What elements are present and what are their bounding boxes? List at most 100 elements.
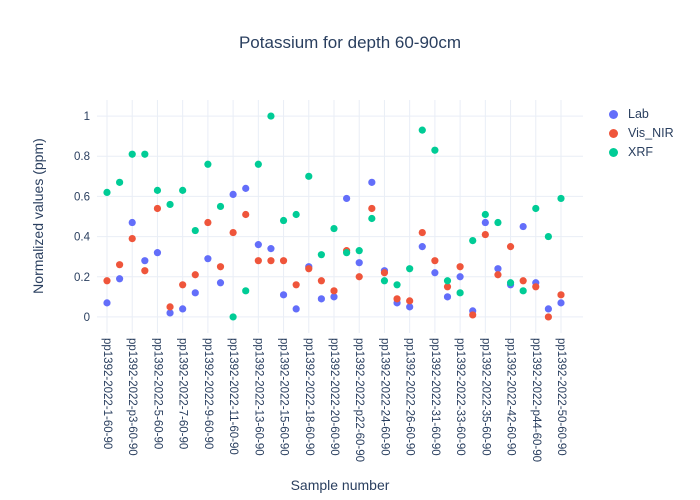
point-Lab-27[interactable]: [431, 269, 439, 277]
point-XRF-2[interactable]: [116, 178, 124, 186]
point-Lab-6[interactable]: [166, 309, 174, 317]
point-XRF-32[interactable]: [494, 218, 502, 227]
legend-item-lab[interactable]: Lab: [609, 105, 674, 124]
point-Lab-9[interactable]: [204, 255, 212, 263]
point-XRF-6[interactable]: [166, 200, 174, 209]
point-XRF-25[interactable]: [406, 265, 414, 273]
point-Lab-28[interactable]: [443, 293, 452, 301]
point-Vis_NIR-4[interactable]: [141, 267, 149, 275]
point-Vis_NIR-34[interactable]: [519, 277, 527, 285]
point-Vis_NIR-14[interactable]: [267, 257, 275, 265]
point-XRF-11[interactable]: [229, 313, 237, 321]
point-Vis_NIR-1[interactable]: [103, 277, 111, 285]
point-Vis_NIR-5[interactable]: [153, 204, 162, 213]
point-XRF-13[interactable]: [254, 160, 262, 168]
point-Lab-11[interactable]: [229, 190, 237, 199]
point-Vis_NIR-25[interactable]: [406, 297, 414, 305]
point-XRF-33[interactable]: [506, 279, 515, 287]
point-Vis_NIR-15[interactable]: [279, 257, 288, 265]
point-XRF-37[interactable]: [557, 194, 565, 203]
point-XRF-7[interactable]: [179, 186, 187, 194]
point-Lab-1[interactable]: [103, 299, 111, 307]
point-Lab-18[interactable]: [317, 295, 325, 303]
point-Lab-36[interactable]: [544, 305, 552, 313]
point-Vis_NIR-21[interactable]: [355, 273, 363, 281]
point-Vis_NIR-9[interactable]: [204, 218, 212, 227]
point-Vis_NIR-36[interactable]: [544, 313, 552, 321]
point-XRF-3[interactable]: [128, 150, 136, 158]
point-XRF-4[interactable]: [141, 150, 149, 158]
point-XRF-1[interactable]: [103, 188, 111, 196]
point-Lab-5[interactable]: [153, 249, 162, 257]
point-Lab-4[interactable]: [141, 257, 149, 265]
point-XRF-9[interactable]: [204, 160, 212, 168]
point-XRF-5[interactable]: [153, 186, 162, 194]
point-Vis_NIR-37[interactable]: [557, 291, 565, 299]
point-Lab-13[interactable]: [254, 241, 262, 249]
point-Lab-16[interactable]: [292, 305, 300, 313]
point-XRF-15[interactable]: [279, 216, 288, 225]
point-XRF-29[interactable]: [456, 289, 464, 297]
point-Lab-10[interactable]: [216, 279, 225, 287]
point-XRF-30[interactable]: [469, 237, 477, 245]
legend-item-xrf[interactable]: XRF: [609, 143, 674, 162]
point-Vis_NIR-23[interactable]: [380, 269, 389, 277]
point-Vis_NIR-12[interactable]: [242, 210, 250, 219]
point-Lab-26[interactable]: [418, 243, 426, 251]
point-XRF-22[interactable]: [368, 214, 376, 223]
point-Vis_NIR-29[interactable]: [456, 263, 464, 271]
point-Vis_NIR-6[interactable]: [166, 303, 174, 311]
point-Lab-15[interactable]: [279, 291, 288, 299]
point-XRF-21[interactable]: [355, 247, 363, 255]
point-Lab-19[interactable]: [330, 293, 338, 301]
point-Vis_NIR-30[interactable]: [469, 311, 477, 319]
point-XRF-20[interactable]: [343, 249, 351, 257]
point-Lab-34[interactable]: [519, 222, 527, 231]
point-Vis_NIR-27[interactable]: [431, 257, 439, 265]
point-XRF-19[interactable]: [330, 224, 338, 233]
point-XRF-14[interactable]: [267, 112, 275, 120]
point-XRF-34[interactable]: [519, 287, 527, 295]
point-XRF-28[interactable]: [443, 277, 452, 285]
point-Vis_NIR-33[interactable]: [506, 243, 515, 251]
point-Vis_NIR-18[interactable]: [317, 277, 325, 285]
point-Vis_NIR-16[interactable]: [292, 281, 300, 289]
point-XRF-24[interactable]: [393, 281, 401, 289]
point-Vis_NIR-8[interactable]: [191, 271, 199, 279]
point-Lab-3[interactable]: [128, 218, 136, 227]
point-XRF-27[interactable]: [431, 146, 439, 154]
point-XRF-10[interactable]: [216, 202, 225, 211]
point-Vis_NIR-26[interactable]: [418, 228, 426, 237]
point-Vis_NIR-13[interactable]: [254, 257, 262, 265]
point-XRF-35[interactable]: [532, 204, 540, 213]
point-Lab-14[interactable]: [267, 245, 275, 253]
point-XRF-12[interactable]: [242, 287, 250, 295]
point-Vis_NIR-11[interactable]: [229, 228, 237, 237]
point-XRF-26[interactable]: [418, 126, 426, 134]
point-Lab-7[interactable]: [179, 305, 187, 313]
point-XRF-36[interactable]: [544, 232, 552, 241]
point-Lab-20[interactable]: [343, 194, 351, 203]
point-Vis_NIR-3[interactable]: [128, 234, 136, 243]
point-XRF-31[interactable]: [481, 210, 489, 219]
point-Vis_NIR-31[interactable]: [481, 230, 489, 239]
point-Lab-25[interactable]: [406, 303, 414, 311]
point-Vis_NIR-10[interactable]: [216, 263, 225, 271]
point-Lab-8[interactable]: [191, 289, 199, 297]
legend-item-vis-nir[interactable]: Vis_NIR: [609, 124, 674, 143]
point-Lab-37[interactable]: [557, 299, 565, 307]
point-Vis_NIR-17[interactable]: [305, 265, 313, 273]
point-XRF-8[interactable]: [191, 226, 199, 235]
point-XRF-17[interactable]: [305, 172, 313, 180]
point-Lab-22[interactable]: [368, 178, 376, 186]
point-Lab-2[interactable]: [116, 275, 124, 283]
point-Vis_NIR-2[interactable]: [116, 261, 124, 269]
point-Lab-12[interactable]: [242, 184, 250, 192]
point-Lab-29[interactable]: [456, 273, 464, 281]
point-Lab-21[interactable]: [355, 259, 363, 267]
point-Vis_NIR-22[interactable]: [368, 204, 376, 213]
point-Vis_NIR-24[interactable]: [393, 295, 401, 303]
point-Vis_NIR-19[interactable]: [330, 287, 338, 295]
point-XRF-23[interactable]: [380, 277, 389, 285]
